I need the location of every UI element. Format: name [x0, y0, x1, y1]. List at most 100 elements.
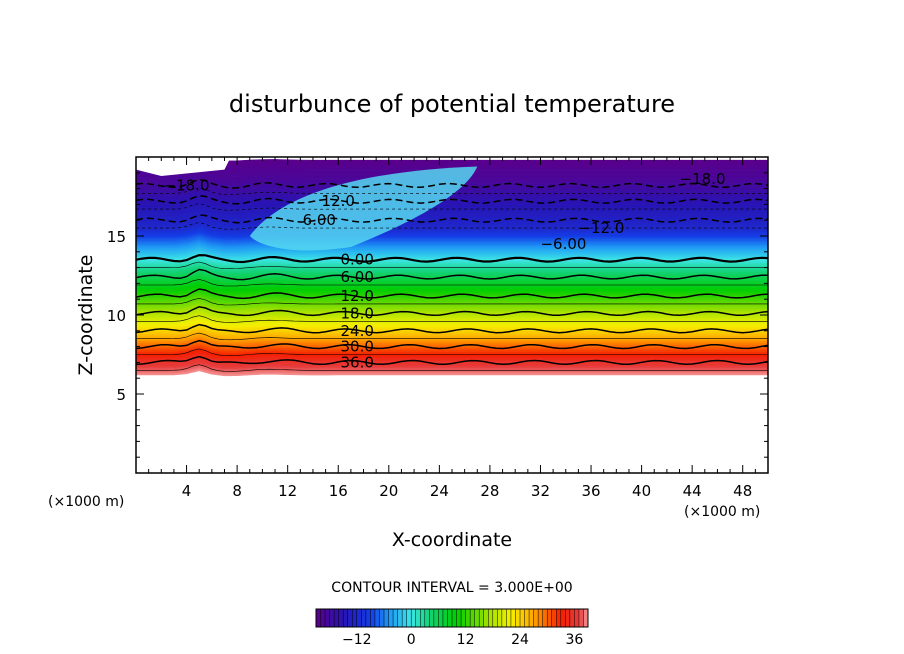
colorbar-tick-label: 24: [511, 632, 529, 648]
colorbar-cell: [393, 609, 399, 627]
colorbar-cell: [569, 609, 575, 627]
x-tick-label: 32: [531, 482, 550, 500]
x-tick-label: 36: [581, 482, 600, 500]
contour-label: −18.0: [164, 176, 210, 194]
colorbar-cell: [334, 609, 340, 627]
colorbar-cell: [551, 609, 557, 627]
colorbar-cell: [447, 609, 453, 627]
colorbar-cell: [329, 609, 335, 627]
contour-line: [136, 214, 768, 224]
contour-line-minor: [136, 203, 768, 211]
contour-line-minor: [136, 348, 768, 356]
x-tick-label: 40: [632, 482, 651, 500]
contour-label: 36.0: [340, 353, 373, 371]
x-tick-label: 28: [480, 482, 499, 500]
y-axis: 5 10 15: [107, 172, 768, 458]
contour-label: −12.0: [578, 219, 624, 237]
colorbar-cell: [388, 609, 394, 627]
contour-line: [136, 323, 768, 334]
contour-line-minor: [136, 279, 768, 287]
x-tick-label: 24: [430, 482, 449, 500]
colorbar-frame: [315, 608, 589, 628]
colorbar-tick-label: −12: [342, 632, 372, 648]
colorbar-cell: [379, 609, 385, 627]
contour-line-minor: [136, 332, 768, 341]
colorbar-cell: [515, 609, 521, 627]
x-unit-label-right: (×1000 m): [684, 504, 760, 520]
y-tick-label: 10: [107, 307, 126, 325]
contour-label: 12.0: [340, 287, 373, 305]
colorbar-cell: [492, 609, 498, 627]
colorbar-cell: [442, 609, 448, 627]
x-tick-label: 44: [683, 482, 702, 500]
contour-line-minor: [136, 261, 768, 270]
colorbar-cell: [347, 609, 353, 627]
colorbar-cell: [429, 609, 435, 627]
x-tick-label: 48: [733, 482, 752, 500]
colorbar-cell: [574, 609, 580, 627]
colorbar-cell: [320, 609, 326, 627]
contour-interval-text: CONTOUR INTERVAL = 3.000E+00: [331, 580, 572, 596]
contour-labels: −18.012.06.000.006.0012.018.024.030.036.…: [164, 170, 726, 371]
colorbar-cell: [520, 609, 526, 627]
contour-line-minor: [136, 187, 768, 195]
colorbar-tick-label: 12: [457, 632, 475, 648]
colorbar-cell: [510, 609, 516, 627]
colorbar-cell: [479, 609, 485, 627]
contour-line: [136, 288, 768, 300]
colorbar-cell: [456, 609, 462, 627]
contour-label: 18.0: [340, 304, 373, 322]
contour-label: −18.0: [680, 170, 726, 188]
contour-lines: [136, 178, 768, 372]
y-tick-label: 15: [107, 228, 126, 246]
colorbar-cell: [384, 609, 390, 627]
x-axis: 4 8 12 16 20 24 28 32 36 40 44 48: [148, 157, 769, 500]
colorbar: −12 0 12 24 36: [315, 608, 589, 648]
contour-line-minor: [136, 297, 768, 306]
contour-label: 12.0: [322, 192, 355, 210]
contour-label: 30.0: [340, 338, 373, 356]
colorbar-cell: [406, 609, 412, 627]
colorbar-tick-label: 0: [407, 632, 416, 648]
colorbar-cell: [352, 609, 358, 627]
x-tick-label: 16: [329, 482, 348, 500]
colorbar-cell: [452, 609, 458, 627]
colorbar-cell: [497, 609, 503, 627]
colorbar-cell: [583, 609, 589, 627]
colorbar-cell: [465, 609, 471, 627]
colorbar-cell: [343, 609, 349, 627]
x-tick-label: 4: [182, 482, 192, 500]
colorbar-cell: [365, 609, 371, 627]
colorbar-cell: [470, 609, 476, 627]
colorbar-cell: [433, 609, 439, 627]
contour-label: −6.00: [540, 235, 586, 253]
x-tick-label: 8: [232, 482, 242, 500]
contour-line: [136, 178, 768, 189]
chart-title: disturbunce of potential temperature: [229, 90, 675, 118]
colorbar-cell: [374, 609, 380, 627]
colorbar-cell: [316, 609, 322, 627]
colorbar-cell: [438, 609, 444, 627]
colorbar-cell: [461, 609, 467, 627]
colorbar-cell: [524, 609, 530, 627]
masked-region: [136, 157, 231, 176]
colorbar-cell: [578, 609, 584, 627]
x-axis-label: X-coordinate: [392, 529, 512, 551]
colorbar-cell: [420, 609, 426, 627]
colorbar-cell: [356, 609, 362, 627]
colorbar-cell: [538, 609, 544, 627]
colorbar-cell: [501, 609, 507, 627]
contour-label: 24.0: [340, 322, 373, 340]
colorbar-cell: [556, 609, 562, 627]
colorbar-cell: [506, 609, 512, 627]
x-tick-label: 12: [278, 482, 297, 500]
contour-line-minor: [136, 222, 768, 230]
contour-line: [136, 339, 768, 350]
colorbar-cell: [474, 609, 480, 627]
colorbar-cell: [529, 609, 535, 627]
colorbar-cell: [411, 609, 417, 627]
contour-line-minor: [136, 315, 768, 323]
contour-label: 0.00: [340, 251, 373, 269]
colorbar-cell: [488, 609, 494, 627]
